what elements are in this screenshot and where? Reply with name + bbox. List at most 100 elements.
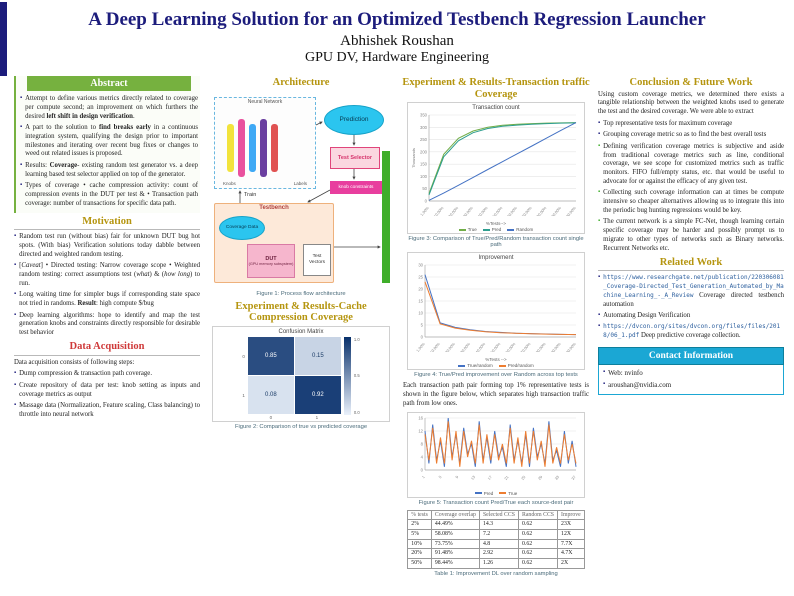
legend-item: True bbox=[458, 227, 477, 232]
table-header-cell: Improve bbox=[557, 509, 585, 521]
chart-legend: True/random Pred/random bbox=[410, 363, 582, 368]
table-cell: 50% bbox=[407, 557, 432, 569]
list-item: ▪ The current network is a simple FC-Net,… bbox=[598, 218, 784, 252]
test-selector-box: Test Selector bbox=[330, 146, 380, 169]
svg-text:30.00%: 30.00% bbox=[463, 206, 475, 216]
svg-text:100: 100 bbox=[420, 174, 428, 179]
list-item: ▪ Long waiting time for simpler bugs if c… bbox=[14, 291, 200, 308]
chart-legend: Pred True bbox=[410, 491, 582, 496]
results-table-host: % tests Coverage overlap Selected CCS Rando… bbox=[402, 509, 590, 569]
bullet-icon: ▪ bbox=[598, 311, 601, 318]
legend-swatch-icon bbox=[498, 364, 506, 367]
bullet-icon: ▪ bbox=[598, 323, 601, 330]
legend-item: Pred bbox=[474, 491, 493, 496]
line-chart-svg: 0 5 10 15 20 25 30 1.00% 10.00% 20.00% 30.00% 40.00… bbox=[416, 263, 577, 357]
list-item: ▪ Attempt to define various metrics direc… bbox=[20, 95, 198, 120]
dut-label: DUT bbox=[265, 255, 277, 262]
table-cell: 1.26 bbox=[478, 557, 519, 569]
line-chart-svg: 0 4 8 12 16 1 5 9 13 17 21 25 29 33 37 bbox=[418, 415, 576, 481]
svg-text:1: 1 bbox=[421, 475, 425, 479]
svg-text:9: 9 bbox=[455, 475, 459, 479]
related-work-heading: Related Work bbox=[659, 256, 723, 268]
svg-text:90.00%: 90.00% bbox=[551, 206, 563, 216]
conclusion-heading: Conclusion & Future Work bbox=[629, 77, 753, 88]
table1-caption: Table 1: Improvement DL over random samp… bbox=[434, 570, 558, 577]
bullet-icon: ▪ bbox=[603, 368, 606, 375]
table-cell: 14.3 bbox=[478, 519, 519, 530]
table-cell: 5% bbox=[407, 528, 432, 540]
svg-text:8: 8 bbox=[421, 441, 424, 446]
list-item: ▪ Top representative tests for maximum co… bbox=[598, 120, 733, 128]
svg-text:20.00%: 20.00% bbox=[448, 206, 460, 216]
table-cell: 7.2 bbox=[478, 528, 519, 540]
test-vectors-box: Test Vectors bbox=[303, 243, 331, 276]
svg-text:80.00%: 80.00% bbox=[535, 342, 547, 352]
figure2-heatmap: 0 1 0.85 0.15 0.08 0.92 0 1 1.0 0.5 0.0 bbox=[215, 336, 387, 420]
data-acquisition-heading: Data Acquisition bbox=[69, 341, 145, 353]
list-item: ▪ Collecting such coverage information ca… bbox=[598, 189, 784, 214]
bullet-icon: ▪ bbox=[14, 291, 17, 298]
legend-swatch-icon bbox=[507, 228, 515, 231]
svg-text:50: 50 bbox=[422, 186, 427, 191]
legend-swatch-icon bbox=[458, 364, 466, 367]
neural-network-io-labels: Knobs Labels bbox=[223, 181, 307, 186]
bullet-icon: ▪ bbox=[14, 233, 17, 240]
testbench-box: Testbench Coverage Data DUT (GPU memory … bbox=[214, 202, 334, 283]
table-cell: 20% bbox=[407, 548, 432, 559]
svg-text:5: 5 bbox=[438, 475, 442, 479]
svg-text:150: 150 bbox=[420, 162, 428, 167]
svg-text:21: 21 bbox=[504, 475, 510, 481]
coverage-data-node: Coverage Data bbox=[219, 215, 265, 240]
train-label: Train bbox=[244, 191, 257, 198]
list-item[interactable]: ▪ https://www.researchgate.net/publicatio… bbox=[598, 274, 784, 308]
heatmap-cell: 0.08 bbox=[247, 375, 294, 414]
bullet-icon: ▪ bbox=[603, 380, 606, 387]
bullet-icon: ▪ bbox=[598, 120, 601, 127]
table-cell: 2% bbox=[407, 519, 432, 530]
table-cell: 4.8 bbox=[478, 538, 519, 550]
cache-results-heading: Experiment & Results-Cache Compression C… bbox=[235, 300, 367, 324]
svg-text:10.00%: 10.00% bbox=[430, 342, 442, 352]
svg-text:70.00%: 70.00% bbox=[521, 206, 533, 216]
list-item: ▪ Types of coverage • cache compression a… bbox=[20, 181, 198, 207]
svg-text:60.00%: 60.00% bbox=[505, 342, 517, 352]
column-left: Abstract ▪ Attempt to define various metr… bbox=[14, 74, 200, 581]
architecture-diagram: Neural Network Knobs Labels Prediction T… bbox=[212, 90, 390, 289]
svg-text:30: 30 bbox=[418, 263, 423, 268]
figure4-caption: Figure 4: True/Pred improvement over Ran… bbox=[414, 372, 578, 379]
list-item: ▪ Automating Design Verification bbox=[598, 311, 691, 319]
bullet-icon: ▪ bbox=[598, 189, 601, 196]
figure4: Improvement 0 5 10 15 20 25 30 1.00% 10.00% 20.00… bbox=[407, 252, 585, 371]
abstract-section: Abstract ▪ Attempt to define various metr… bbox=[14, 76, 200, 213]
table-cell: 12X bbox=[557, 528, 585, 540]
legend-item: Random bbox=[507, 227, 533, 232]
pipeline-bar bbox=[382, 150, 390, 283]
list-item[interactable]: ▪ https://dvcon.org/sites/dvcon.org/files… bbox=[598, 323, 781, 340]
neural-network-label: Neural Network bbox=[247, 98, 283, 105]
author-name: Abhishek Roushan bbox=[340, 33, 454, 49]
svg-text:25: 25 bbox=[418, 275, 423, 280]
contact-box: ▪ Web: nvinfo ▪ aroushan@nvidia.com bbox=[598, 364, 784, 396]
bullet-icon: ▪ bbox=[14, 370, 17, 377]
bullet-icon: ▪ bbox=[20, 161, 23, 168]
data-acquisition-intro: Data acquisition consists of following s… bbox=[14, 358, 135, 366]
figure3-caption: Figure 3: Comparison of True/Pred/Random… bbox=[408, 236, 584, 249]
list-item[interactable]: ▪ aroushan@nvidia.com bbox=[603, 380, 672, 389]
related-work-list: ▪ https://www.researchgate.net/publicatio… bbox=[598, 274, 784, 341]
heatmap: 0 1 0.85 0.15 0.08 0.92 0 1 1.0 0.5 0.0 bbox=[242, 336, 360, 420]
legend-item: Pred/random bbox=[498, 363, 534, 368]
author-affiliation: GPU DV, Hardware Engineering bbox=[304, 50, 490, 65]
table-row: 10% 73.75% 4.8 0.62 7.7X bbox=[407, 538, 585, 550]
svg-text:30.00%: 30.00% bbox=[460, 342, 472, 352]
list-item: ▪ Random test run (without bias) fair for… bbox=[14, 233, 200, 259]
svg-text:16: 16 bbox=[418, 415, 423, 420]
prediction-node: Prediction bbox=[324, 104, 384, 135]
legend-item: True/random bbox=[458, 363, 493, 368]
list-item: ▪ Dump compression & transaction path cov… bbox=[14, 370, 153, 378]
motivation-list: ▪ Random test run (without bias) fair for… bbox=[14, 233, 200, 338]
table-cell: 58.08% bbox=[430, 528, 480, 540]
legend-swatch-icon bbox=[482, 228, 490, 231]
column-architecture: Architecture Neural Network Knobs Labels… bbox=[208, 74, 394, 581]
svg-text:33: 33 bbox=[554, 475, 560, 481]
bullet-icon: ▪ bbox=[14, 262, 17, 269]
